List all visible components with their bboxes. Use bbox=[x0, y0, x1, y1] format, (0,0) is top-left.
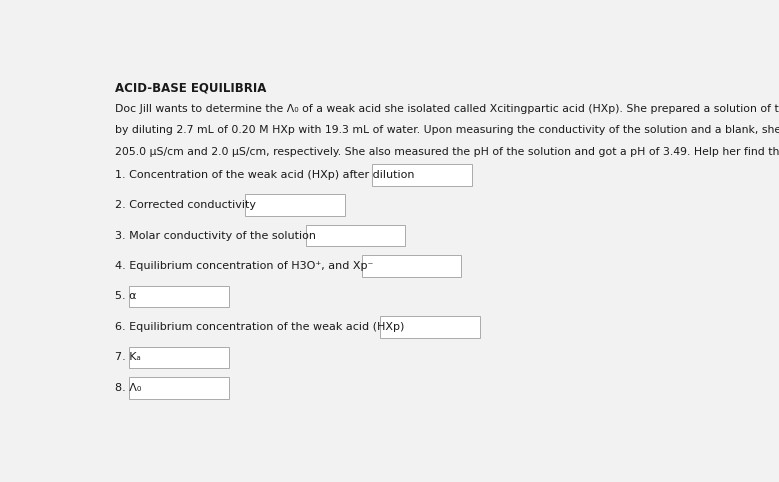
Bar bbox=[129, 377, 229, 399]
Text: 205.0 μS/cm and 2.0 μS/cm, respectively. She also measured the pH of the solutio: 205.0 μS/cm and 2.0 μS/cm, respectively.… bbox=[115, 147, 779, 157]
Text: 8. Λ₀: 8. Λ₀ bbox=[115, 383, 142, 393]
Text: 6. Equilibrium concentration of the weak acid (HXp): 6. Equilibrium concentration of the weak… bbox=[115, 322, 405, 332]
Text: 4. Equilibrium concentration of H3O⁺, and Xp⁻: 4. Equilibrium concentration of H3O⁺, an… bbox=[115, 261, 374, 271]
Bar bbox=[361, 255, 461, 277]
Bar bbox=[129, 347, 229, 368]
Text: ACID-BASE EQUILIBRIA: ACID-BASE EQUILIBRIA bbox=[115, 82, 267, 95]
Text: 2. Corrected conductivity: 2. Corrected conductivity bbox=[115, 200, 256, 210]
Bar bbox=[245, 194, 345, 216]
Text: 1. Concentration of the weak acid (HXp) after dilution: 1. Concentration of the weak acid (HXp) … bbox=[115, 170, 415, 180]
Text: 7. Kₐ: 7. Kₐ bbox=[115, 352, 141, 362]
Bar bbox=[129, 286, 229, 307]
Text: 3. Molar conductivity of the solution: 3. Molar conductivity of the solution bbox=[115, 230, 316, 241]
Bar bbox=[305, 225, 405, 246]
Bar bbox=[372, 164, 471, 186]
Bar bbox=[380, 316, 480, 338]
Text: Doc Jill wants to determine the Λ₀ of a weak acid she isolated called Xcitingpar: Doc Jill wants to determine the Λ₀ of a … bbox=[115, 104, 779, 114]
Text: by diluting 2.7 mL of 0.20 M HXp with 19.3 mL of water. Upon measuring the condu: by diluting 2.7 mL of 0.20 M HXp with 19… bbox=[115, 125, 779, 135]
Text: 5. α: 5. α bbox=[115, 292, 137, 301]
